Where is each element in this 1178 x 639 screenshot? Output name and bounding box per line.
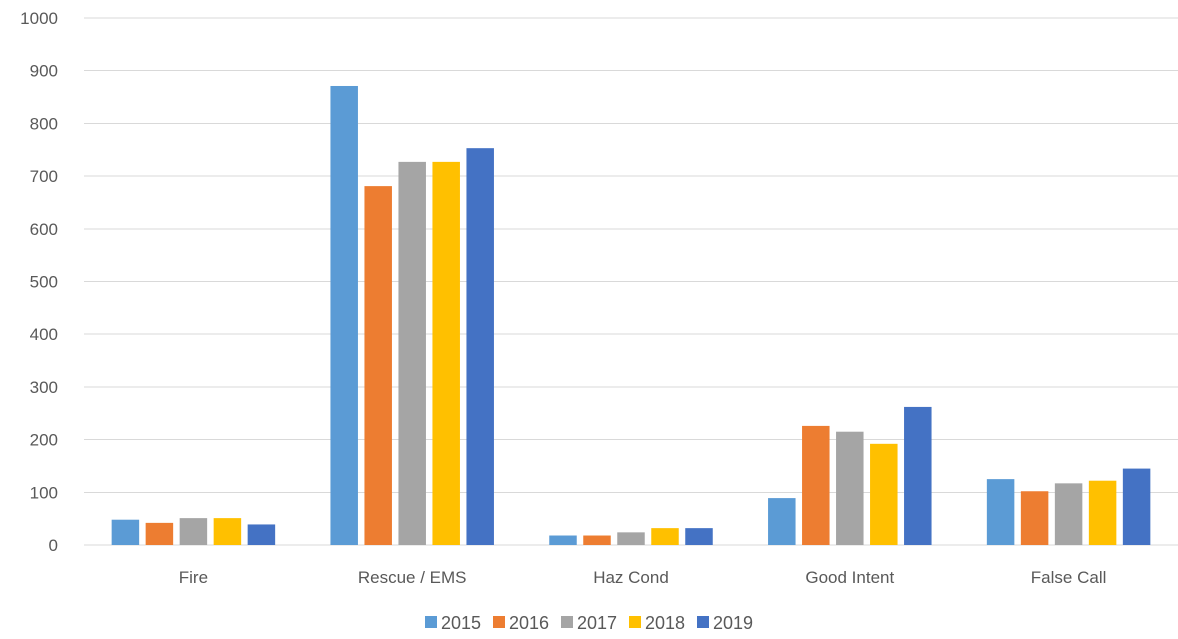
legend-label: 2019 <box>713 613 753 633</box>
bar-2015-good-intent <box>768 498 796 545</box>
legend: 2015 2016 2017 2018 2019 <box>425 613 753 633</box>
y-tick-label: 0 <box>49 536 58 555</box>
x-tick-label: Haz Cond <box>593 568 669 587</box>
gridlines <box>84 17 1178 546</box>
legend-item-2016: 2016 <box>493 613 549 633</box>
x-tick-label: False Call <box>1031 568 1107 587</box>
x-axis-tick-labels: Fire Rescue / EMS Haz Cond Good Intent False… <box>179 568 1107 587</box>
bar-2017-fire <box>179 518 208 545</box>
x-tick-label: Rescue / EMS <box>358 568 467 587</box>
x-tick-label: Good Intent <box>805 568 894 587</box>
bar-2016-rescue-ems <box>364 186 392 545</box>
bar-2015-false-call <box>986 479 1015 545</box>
y-tick-label: 200 <box>30 431 58 450</box>
bar-2015-fire <box>111 519 140 545</box>
bar-2018-fire <box>213 518 242 545</box>
bar-2017-false-call <box>1054 483 1083 545</box>
x-tick-label: Fire <box>179 568 208 587</box>
bar-2016-good-intent <box>802 425 830 545</box>
y-tick-label: 100 <box>30 483 58 502</box>
legend-item-2015: 2015 <box>425 613 481 633</box>
bar-2019-false-call <box>1122 468 1151 545</box>
bar-2018-haz-cond <box>651 528 679 545</box>
legend-label: 2017 <box>577 613 617 633</box>
y-tick-label: 500 <box>30 273 58 292</box>
bar-2018-good-intent <box>870 443 898 545</box>
legend-swatch <box>425 616 437 628</box>
bar-2017-rescue-ems <box>398 161 426 545</box>
bar-2019-haz-cond <box>685 528 713 545</box>
legend-label: 2015 <box>441 613 481 633</box>
bar-2017-good-intent <box>836 431 864 545</box>
legend-item-2018: 2018 <box>629 613 685 633</box>
bar-2018-rescue-ems <box>432 161 460 545</box>
bars <box>111 85 1151 545</box>
bar-2015-rescue-ems <box>330 85 358 545</box>
bar-2016-fire <box>145 522 174 545</box>
legend-swatch <box>629 616 641 628</box>
y-tick-label: 800 <box>30 114 58 133</box>
legend-label: 2016 <box>509 613 549 633</box>
bar-2015-haz-cond <box>549 535 577 545</box>
y-tick-label: 400 <box>30 325 58 344</box>
bar-2019-good-intent <box>904 406 932 545</box>
bar-2019-fire <box>247 524 276 545</box>
legend-swatch <box>697 616 709 628</box>
y-tick-label: 600 <box>30 220 58 239</box>
legend-item-2019: 2019 <box>697 613 753 633</box>
bar-2016-false-call <box>1020 491 1049 545</box>
legend-swatch <box>561 616 573 628</box>
bar-2016-haz-cond <box>583 535 611 545</box>
y-tick-label: 700 <box>30 167 58 186</box>
bar-2017-haz-cond <box>617 532 645 545</box>
legend-label: 2018 <box>645 613 685 633</box>
legend-swatch <box>493 616 505 628</box>
y-tick-label: 900 <box>30 62 58 81</box>
y-axis-tick-labels: 0 100 200 300 400 500 600 700 800 900 1000 <box>20 9 58 555</box>
bar-2019-rescue-ems <box>466 148 494 545</box>
y-tick-label: 1000 <box>20 9 58 28</box>
legend-item-2017: 2017 <box>561 613 617 633</box>
bar-2018-false-call <box>1088 480 1117 545</box>
y-tick-label: 300 <box>30 378 58 397</box>
